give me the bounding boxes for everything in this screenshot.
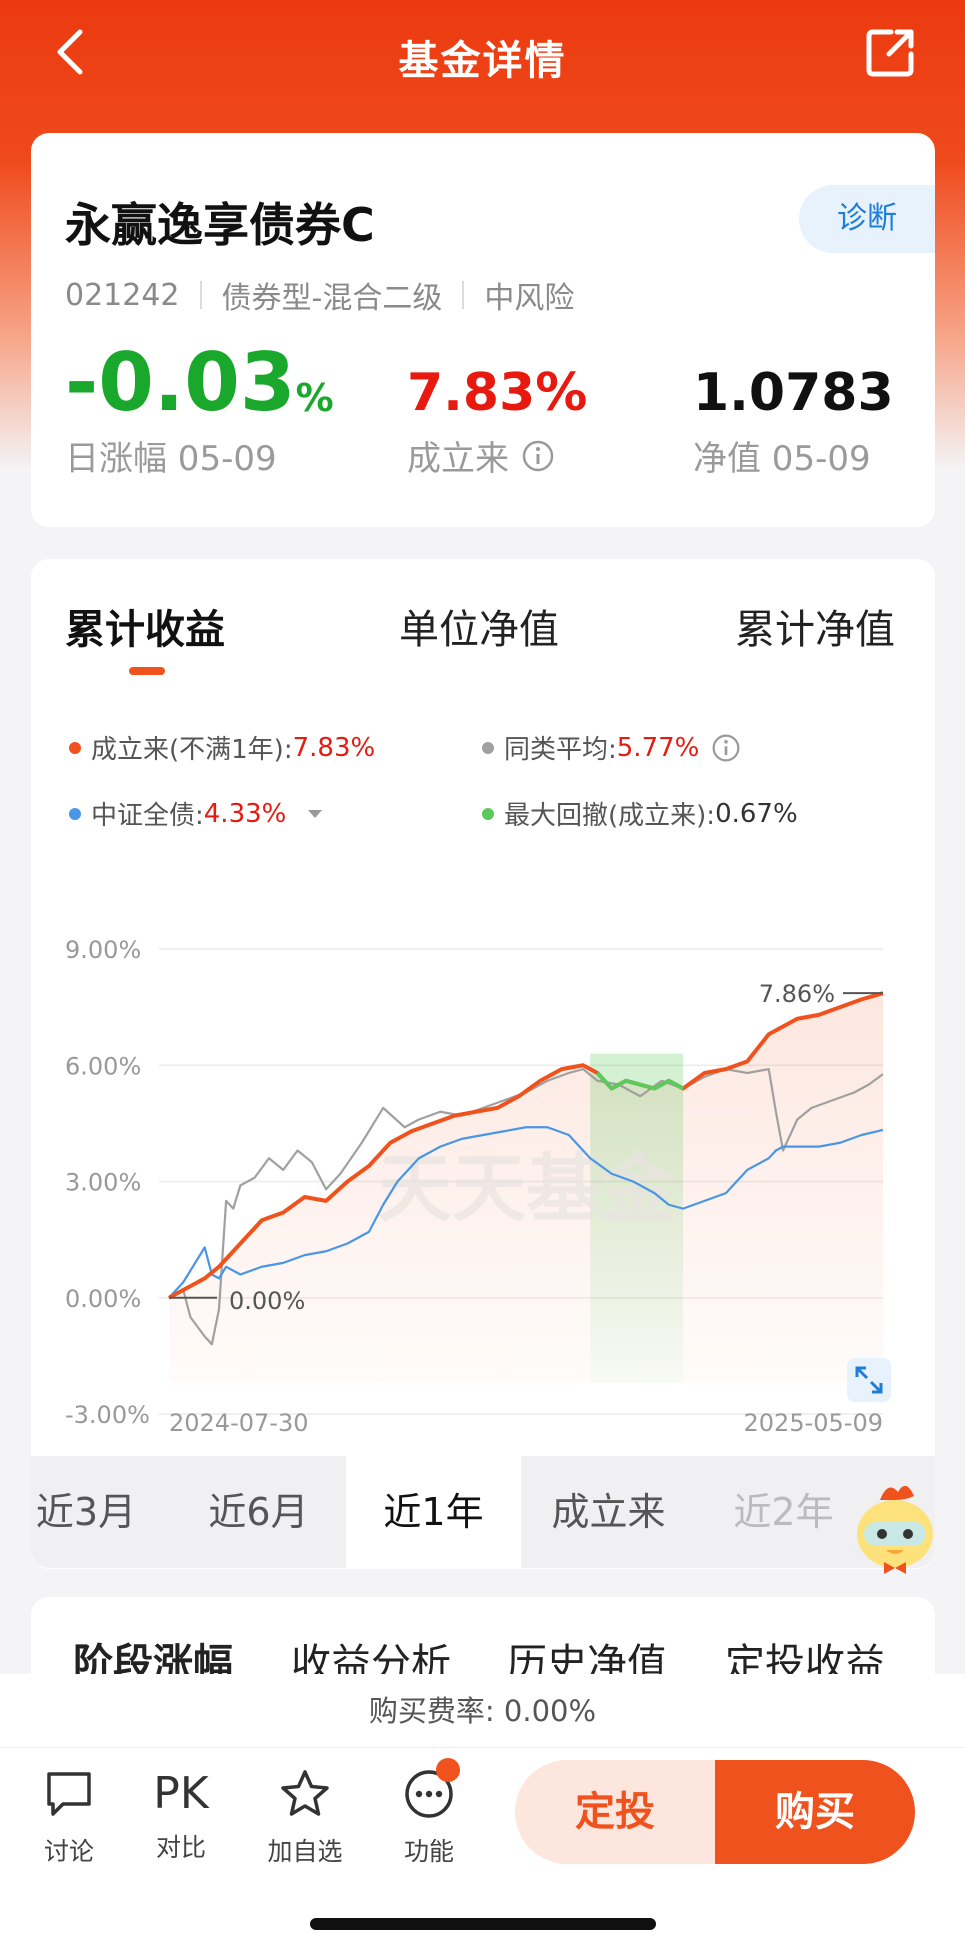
x-start-label: 2024-07-30 xyxy=(169,1409,308,1437)
y-tick-label: 6.00% xyxy=(65,1052,141,1080)
purchase-fee: 购买费率: 0.00% xyxy=(0,1674,965,1748)
y-tick-label: -3.00% xyxy=(65,1401,150,1429)
notification-badge xyxy=(436,1758,460,1782)
compare-label: 对比 xyxy=(155,1833,206,1862)
compare-button[interactable]: PK 对比 xyxy=(136,1768,226,1864)
legend-label: 同类平均: xyxy=(504,735,617,765)
active-tab-indicator xyxy=(129,667,165,675)
caret-down-icon[interactable] xyxy=(306,808,324,820)
chart-tabs: 累计收益 单位净值 累计净值 xyxy=(31,597,935,667)
fee-label: 购买费率: xyxy=(368,1694,495,1728)
legend-value: 4.33% xyxy=(203,798,287,829)
legend-dot xyxy=(482,807,494,820)
drawdown-region xyxy=(590,1053,684,1383)
daily-change-unit: % xyxy=(295,376,334,420)
since-inception-value: 7.83% xyxy=(407,363,588,423)
functions-button[interactable]: 功能 xyxy=(384,1758,474,1868)
fee-value: 0.00% xyxy=(503,1694,597,1728)
daily-change-label: 日涨幅 05-09 xyxy=(65,439,277,479)
since-inception-text: 成立来 xyxy=(407,439,509,479)
legend-fund: 成立来(不满1年): 7.83% xyxy=(69,729,375,766)
expand-icon[interactable] xyxy=(847,1358,891,1402)
back-button[interactable] xyxy=(48,24,92,80)
diagnose-button[interactable]: 诊断 xyxy=(799,185,935,253)
bottom-bar: 购买费率: 0.00% 讨论 PK 对比 加自选 功能 定投 购买 xyxy=(0,1674,965,1958)
fund-meta: 021242 债券型-混合二级 中风险 xyxy=(65,273,574,317)
daily-change-number: -0.03 xyxy=(65,336,296,429)
fund-risk: 中风险 xyxy=(484,281,575,316)
period-6m[interactable]: 近6月 xyxy=(208,1490,309,1534)
y-tick-label: 9.00% xyxy=(65,936,141,964)
since-inception-stat: 7.83% 成立来 xyxy=(407,343,587,480)
y-tick-label: 3.00% xyxy=(65,1169,141,1197)
legend-label: 最大回撤(成立来): xyxy=(504,801,716,831)
watermark: 天天基金 xyxy=(378,1146,675,1232)
functions-label: 功能 xyxy=(403,1837,454,1866)
nav-value: 1.0783 xyxy=(693,363,894,423)
nav-label: 净值 05-09 xyxy=(693,439,871,479)
period-inception[interactable]: 成立来 xyxy=(551,1490,666,1534)
nav-bar: 基金详情 xyxy=(0,0,965,110)
legend-value: 7.83% xyxy=(292,732,376,763)
divider xyxy=(199,281,202,309)
divider xyxy=(462,281,465,309)
chevron-left-icon xyxy=(57,29,83,75)
y-tick-label: 0.00% xyxy=(65,1285,141,1313)
legend-dot xyxy=(69,741,81,754)
share-button[interactable] xyxy=(865,26,917,78)
buy-button[interactable]: 购买 xyxy=(715,1760,915,1864)
fund-info-card: 永赢逸享债券C 诊断 021242 债券型-混合二级 中风险 -0.03% 日涨… xyxy=(31,133,935,527)
legend-label: 成立来(不满1年): xyxy=(91,735,293,765)
legend-index[interactable]: 中证全债: 4.33% xyxy=(69,795,324,832)
daily-change-stat: -0.03% 日涨幅 05-09 xyxy=(65,343,334,480)
return-chart[interactable]: 9.00% 6.00% 3.00% 0.00% -3.00% 天天基金 0.00% 7.86%… xyxy=(31,859,935,1439)
auto-invest-button[interactable]: 定投 xyxy=(515,1760,715,1864)
chat-bubble-icon xyxy=(47,1772,91,1816)
discuss-label: 讨论 xyxy=(43,1837,94,1866)
more-dots-icon xyxy=(405,1770,453,1818)
period-selector: 近3月 近6月 近1年 成立来 近2年 xyxy=(31,1456,935,1568)
tab-cumulative-nav[interactable]: 累计净值 xyxy=(735,607,895,653)
star-icon xyxy=(281,1770,329,1816)
discuss-button[interactable]: 讨论 xyxy=(24,1768,114,1868)
period-3m[interactable]: 近3月 xyxy=(35,1490,137,1534)
x-end-label: 2025-05-09 xyxy=(744,1409,883,1437)
legend-value: 0.67% xyxy=(715,798,798,829)
info-icon[interactable] xyxy=(521,439,555,473)
start-value-label: 0.00% xyxy=(229,1287,305,1315)
pk-icon: PK xyxy=(153,1768,209,1819)
fund-name: 永赢逸享债券C xyxy=(65,198,375,252)
tab-cumulative-return[interactable]: 累计收益 xyxy=(65,607,225,653)
info-icon[interactable] xyxy=(711,733,741,763)
series-line-peer-average xyxy=(168,1068,884,1346)
period-2y[interactable]: 近2年 xyxy=(733,1490,834,1534)
home-indicator xyxy=(310,1918,656,1930)
share-icon xyxy=(866,29,914,77)
legend-drawdown: 最大回撤(成立来): 0.67% xyxy=(482,795,798,832)
fund-code: 021242 xyxy=(65,277,180,313)
daily-change-value: -0.03% xyxy=(65,343,334,423)
legend-dot xyxy=(69,807,81,820)
legend-dot xyxy=(482,741,494,754)
series-line-bond-index xyxy=(168,1126,884,1299)
add-watch-label: 加自选 xyxy=(267,1837,343,1866)
drawdown-segment xyxy=(595,1071,685,1091)
end-value-label: 7.86% xyxy=(759,980,835,1008)
fund-area-fill xyxy=(169,993,883,1383)
fund-type: 债券型-混合二级 xyxy=(221,281,443,316)
mascot-assistant-icon[interactable] xyxy=(840,1470,950,1580)
page-title: 基金详情 xyxy=(398,38,567,84)
legend-peer: 同类平均: 5.77% xyxy=(482,729,741,766)
tab-unit-nav[interactable]: 单位净值 xyxy=(399,607,559,653)
add-watchlist-button[interactable]: 加自选 xyxy=(260,1768,350,1868)
nav-stat: 1.0783 净值 05-09 xyxy=(693,343,894,480)
chart-card: 累计收益 单位净值 累计净值 成立来(不满1年): 7.83% 同类平均: 5.77… xyxy=(31,559,935,1569)
legend-value: 5.77% xyxy=(616,732,700,763)
legend-label: 中证全债: xyxy=(91,801,204,831)
period-1y[interactable]: 近1年 xyxy=(346,1456,521,1568)
since-inception-label: 成立来 xyxy=(407,431,587,480)
series-line-fund xyxy=(168,991,884,1300)
